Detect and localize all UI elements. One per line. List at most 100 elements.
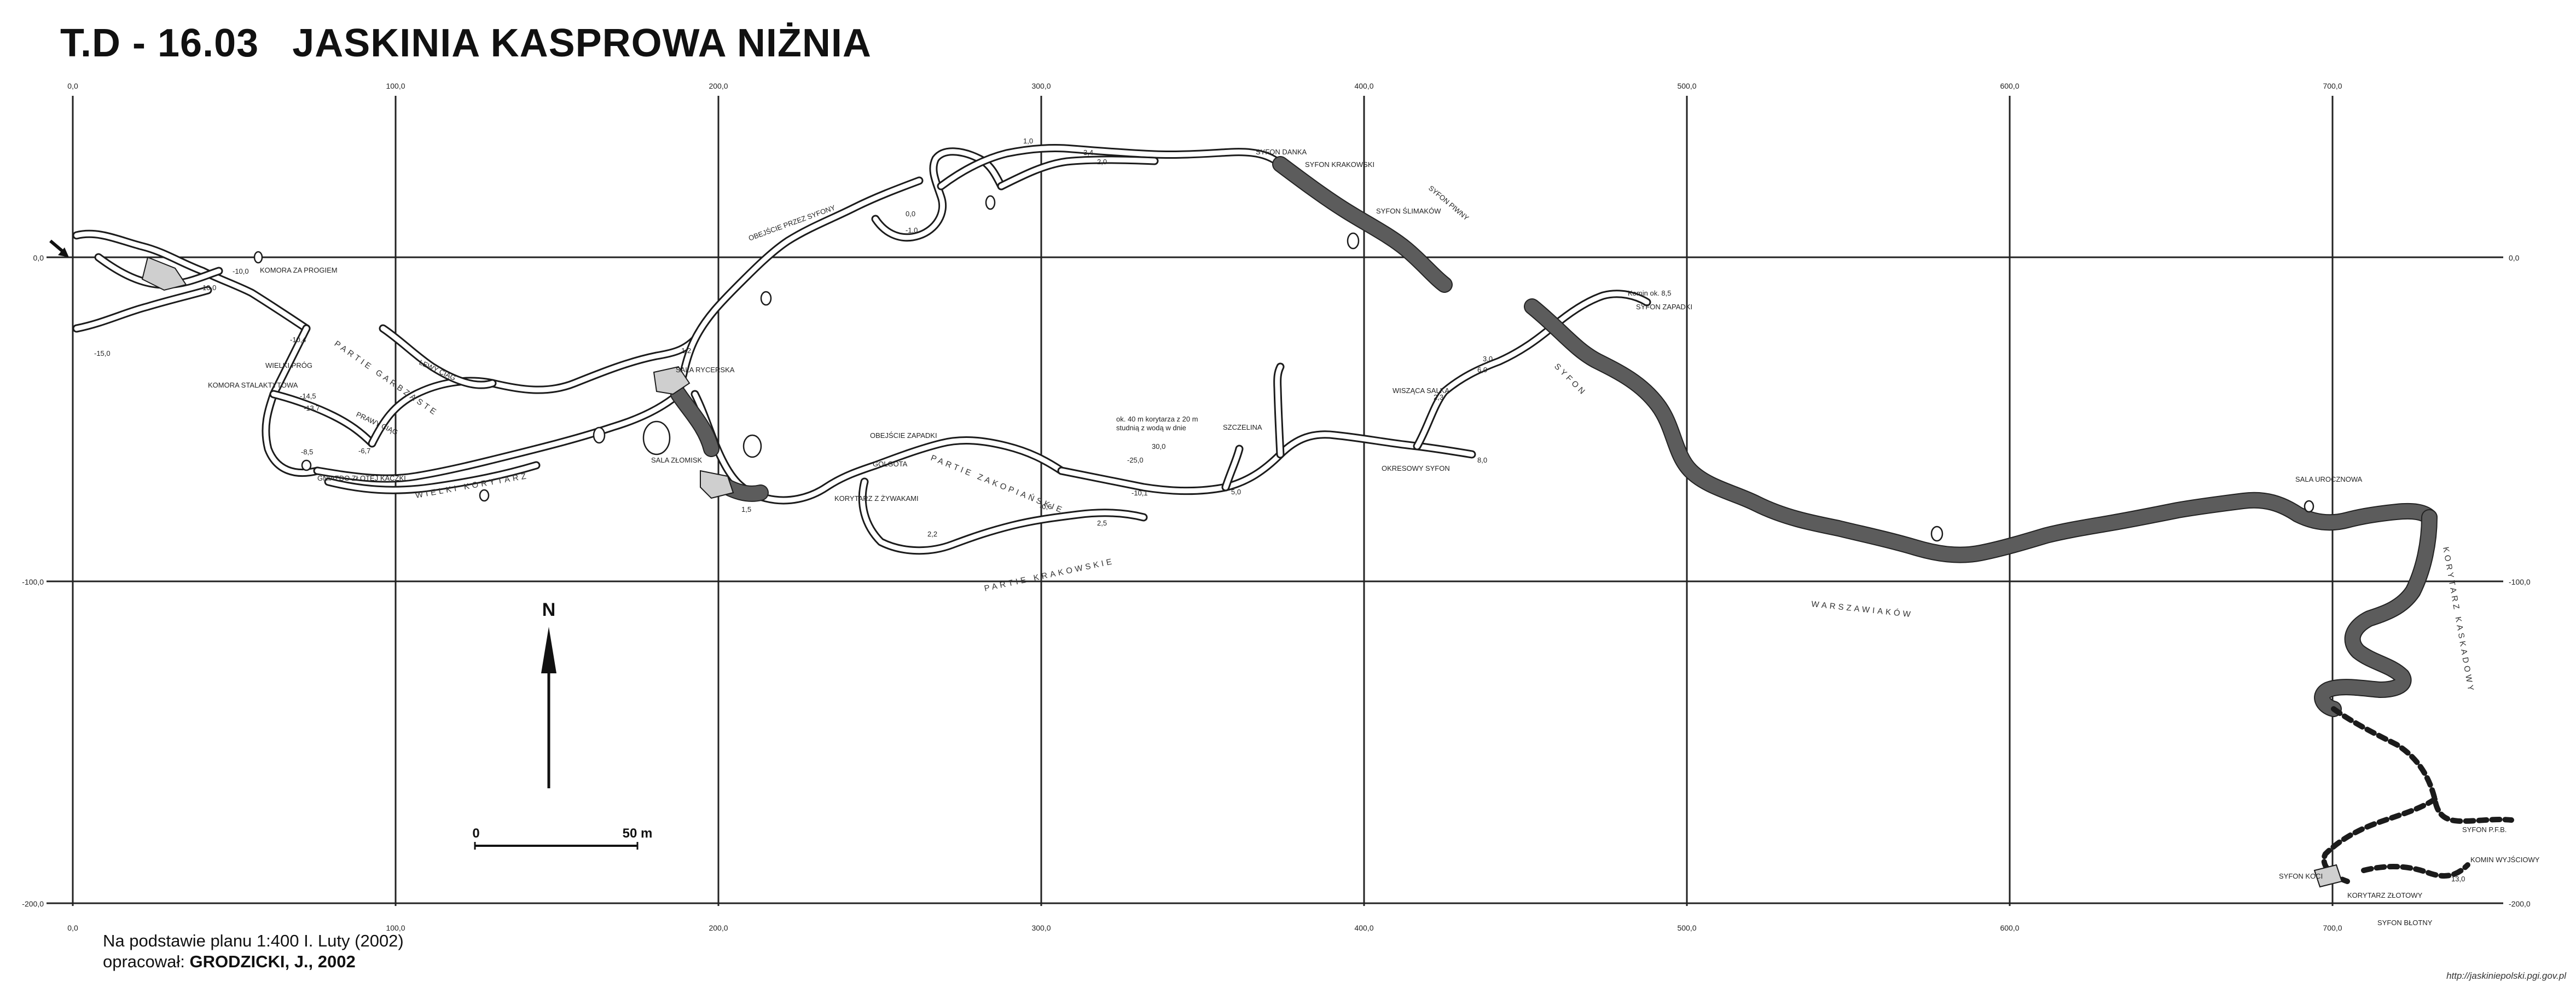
depth-marker: 2,3 — [1434, 393, 1443, 401]
label: KOMIN WYJŚCIOWY — [2470, 856, 2540, 864]
label: SALA RYCERSKA — [676, 366, 735, 374]
scale-bar: 0 50 m — [472, 826, 652, 850]
label: KORYTARZ Z ŻYWAKAMI — [834, 494, 919, 503]
coordinate-grid — [47, 96, 2503, 906]
label: SYFON KOCI — [2279, 872, 2323, 880]
label: studnią z wodą w dnie — [1116, 424, 1186, 432]
x-tick: 100,0 — [386, 923, 405, 932]
credits-prefix: opracował: — [103, 952, 190, 971]
zone-label: KORYTARZ KASKADOWY — [2441, 546, 2476, 694]
credits-author-line: opracował: GRODZICKI, J., 2002 — [103, 951, 404, 972]
depth-marker: 0,0 — [906, 210, 915, 218]
place-labels: KOMORA ZA PROGIEM KOMORA STALAKTYTOWA WI… — [208, 148, 2540, 927]
depth-marker: -10,0 — [233, 267, 249, 275]
depth-marker: 13,0 — [2451, 875, 2465, 883]
x-tick: 0,0 — [67, 923, 78, 932]
sump-passages — [670, 156, 2438, 717]
depth-marker: 5,0 — [1231, 488, 1241, 496]
label: SYFON PIWNY — [1427, 184, 1471, 222]
x-tick: 600,0 — [2000, 923, 2019, 932]
depth-marker: -15,0 — [94, 349, 111, 357]
x-tick: 700,0 — [2323, 82, 2342, 90]
depth-marker: 3,0 — [1483, 355, 1493, 363]
label: SALA ZŁOMISK — [651, 456, 703, 464]
map-title: T.D - 16.03 JASKINIA KASPROWA NIŻNIA — [60, 21, 894, 66]
label: LEWY CIĄG — [418, 358, 457, 382]
label: SALA UROCZNOWA — [2295, 475, 2363, 483]
source-url[interactable]: http://jaskiniepolski.pgi.gov.pl — [2446, 971, 2566, 981]
x-tick: 200,0 — [709, 82, 728, 90]
cave-name: JASKINIA KASPROWA NIŻNIA — [292, 21, 872, 65]
depth-marker: 3,4 — [1083, 148, 1093, 157]
label: OBEJŚCIE ZAPADKI — [870, 431, 937, 440]
x-tick: 300,0 — [1031, 923, 1051, 932]
zone-label: WARSZAWIAKÓW — [1811, 599, 1914, 619]
label: SYFON ŚLIMAKÓW — [1376, 207, 1441, 215]
depth-marker: 2,2 — [927, 530, 937, 538]
depth-marker: -25,0 — [1127, 456, 1144, 464]
zone-label: PARTIE KRAKOWSKIE — [983, 557, 1115, 593]
depth-marker: 2,0 — [1097, 158, 1107, 166]
label: Komin ok. 8,5 — [1628, 289, 1672, 297]
depth-markers: -15,0 -10,4 -14,5 -13,7 -8,5 -6,7 -10,0 … — [94, 137, 2465, 883]
cave-code: T.D - 16.03 — [60, 21, 259, 65]
depth-marker: -8,5 — [301, 448, 313, 456]
x-tick: 400,0 — [1354, 923, 1373, 932]
x-tick: 100,0 — [386, 82, 405, 90]
x-tick: 500,0 — [1677, 923, 1696, 932]
depth-marker: 30,0 — [1152, 442, 1165, 451]
depth-marker: 10,0 — [202, 284, 216, 292]
label: KOMORA STALAKTYTOWA — [208, 381, 298, 389]
credits-author: GRODZICKI, J., 2002 — [189, 952, 356, 971]
scale-start: 0 — [472, 826, 479, 841]
label: SYFON KRAKOWSKI — [1305, 160, 1374, 169]
label: GOLGOTA — [873, 460, 908, 468]
label: WIELKI PRÓG — [265, 361, 312, 370]
label: KOMORA ZA PROGIEM — [260, 266, 338, 274]
depth-marker: -6,7 — [358, 447, 370, 455]
x-tick: 300,0 — [1031, 82, 1051, 90]
label: ok. 40 m korytarza z 20 m — [1116, 415, 1198, 423]
y-tick: -100,0 — [2509, 578, 2531, 586]
depth-marker: 1,0 — [1023, 137, 1033, 145]
depth-marker: 8,0 — [1477, 456, 1487, 464]
label: SYFON P.F.B. — [2462, 826, 2507, 834]
label: GNIAZDO ZŁOTEJ KACZKI — [317, 474, 406, 482]
y-tick: -200,0 — [2509, 899, 2531, 908]
y-tick: 0,0 — [33, 253, 44, 262]
y-tick: -100,0 — [22, 578, 44, 586]
depth-marker: 2,5 — [1097, 519, 1107, 527]
depth-marker: 1,5 — [741, 505, 751, 513]
depth-marker: -10,1 — [1132, 489, 1148, 497]
north-arrow-label: N — [542, 599, 556, 620]
y-axis-labels: 0,0 -100,0 -200,0 0,0 -100,0 -200,0 — [22, 253, 2531, 908]
x-tick: 600,0 — [2000, 82, 2019, 90]
x-axis-bottom-labels: 0,0 100,0 200,0 300,0 400,0 500,0 600,0 … — [67, 923, 2342, 932]
label: OKRESOWY SYFON — [1382, 464, 1450, 472]
depth-marker: -14,5 — [300, 392, 316, 400]
y-tick: 0,0 — [2509, 253, 2520, 262]
x-tick: 0,0 — [67, 82, 78, 90]
x-tick: 400,0 — [1354, 82, 1373, 90]
entrance-arrow-icon — [49, 239, 69, 257]
y-tick: -200,0 — [22, 899, 44, 908]
depth-marker: 1,2 — [681, 347, 691, 355]
rock-features — [141, 195, 2343, 888]
x-tick: 700,0 — [2323, 923, 2342, 932]
label: SYFON BŁOTNY — [2377, 919, 2433, 927]
scale-end: 50 m — [623, 826, 653, 841]
credits-source-line: Na podstawie planu 1:400 I. Luty (2002) — [103, 931, 404, 950]
x-axis-top-labels: 0,0 100,0 200,0 300,0 400,0 500,0 600,0 … — [67, 82, 2342, 90]
label: SZCZELINA — [1223, 423, 1262, 431]
depth-marker: -10,4 — [290, 336, 306, 344]
depth-marker: -13,7 — [304, 404, 320, 412]
north-arrow-icon — [541, 627, 556, 673]
zone-label: SYFON — [1552, 362, 1588, 398]
depth-marker: -1,0 — [906, 226, 918, 234]
label: SYFON ZAPADKI — [1636, 303, 1692, 311]
credits: Na podstawie planu 1:400 I. Luty (2002) … — [103, 931, 404, 972]
zone-label: PARTIE GARBZASTE — [333, 339, 440, 418]
depth-marker: -0,6 — [1040, 503, 1052, 511]
label: KORYTARZ ZŁOTOWY — [2347, 891, 2423, 899]
